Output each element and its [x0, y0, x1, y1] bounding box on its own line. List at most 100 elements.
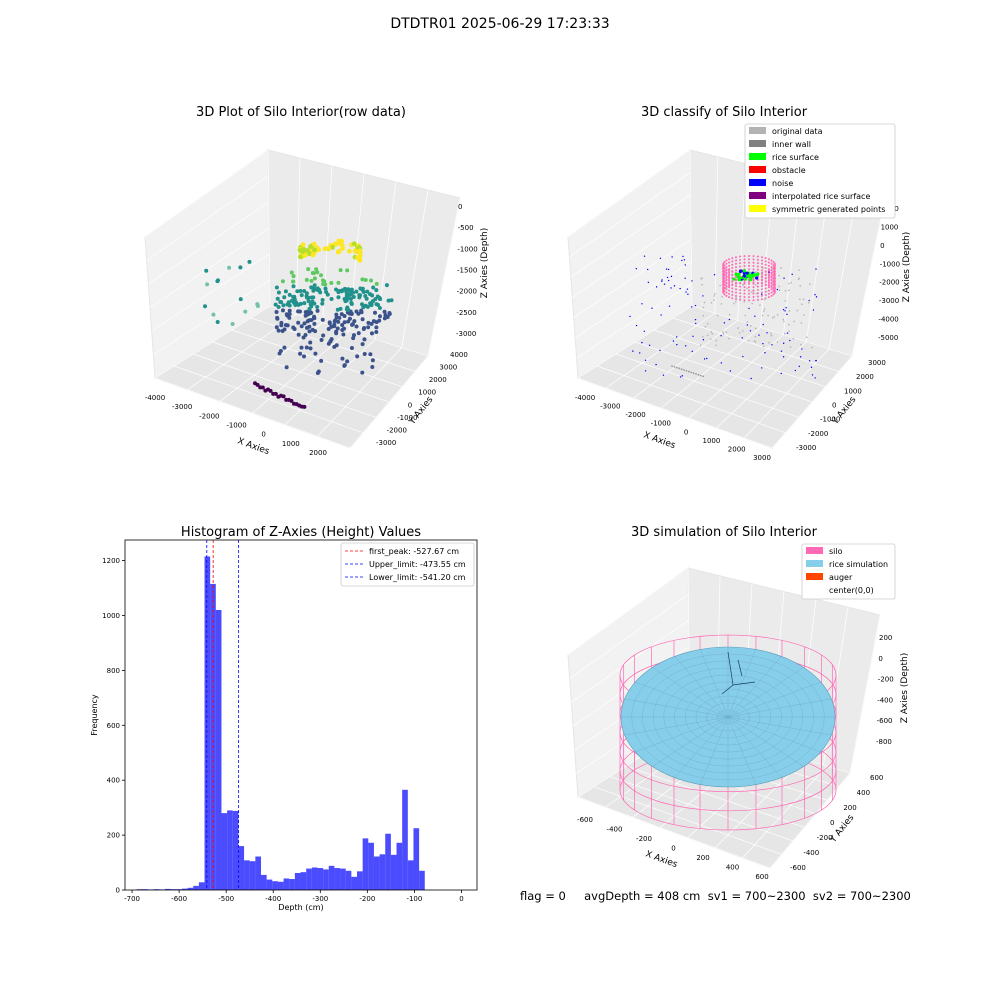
interpolated-point	[728, 264, 731, 267]
rice-mesh-line	[700, 649, 729, 718]
interpolated-point	[772, 273, 775, 276]
interpolated-point	[722, 282, 725, 285]
data-point	[389, 298, 394, 303]
data-point	[293, 303, 298, 308]
interpolated-point	[725, 271, 728, 274]
interpolated-point	[772, 270, 775, 273]
interpolated-point	[731, 270, 734, 273]
interpolated-point	[772, 283, 775, 286]
data-point	[337, 315, 342, 320]
interpolated-point	[731, 290, 734, 293]
data-point	[291, 274, 296, 279]
noise-point	[685, 291, 687, 293]
data-point	[341, 332, 346, 337]
noise-point	[771, 344, 773, 346]
grid-line	[427, 197, 461, 357]
interpolated-point	[770, 279, 773, 282]
data-point	[309, 295, 314, 300]
data-point	[366, 325, 371, 330]
original-point	[767, 314, 769, 317]
interpolated-point	[722, 288, 725, 291]
data-point	[303, 313, 308, 318]
data-point	[312, 247, 317, 253]
data-point	[286, 300, 291, 305]
surface-point	[750, 274, 754, 278]
data-point	[342, 363, 347, 368]
interpolated-point	[756, 255, 759, 258]
z-tick-label: 1000	[881, 223, 899, 231]
noise-point	[648, 344, 651, 347]
grid-line	[153, 279, 270, 355]
data-point	[285, 323, 290, 328]
interpolated-point	[770, 271, 773, 274]
x-tick-label: -2000	[199, 412, 219, 420]
interpolated-point	[723, 270, 726, 273]
data-point	[277, 351, 282, 356]
y-tick-label: 400	[107, 777, 120, 785]
original-point	[811, 346, 813, 349]
grid-line	[634, 341, 813, 403]
original-point	[793, 320, 795, 323]
interpolated-point	[723, 267, 726, 270]
data-point	[357, 295, 362, 300]
data-point	[285, 302, 290, 307]
interpolated-point	[722, 288, 725, 291]
surface-point	[740, 275, 745, 280]
interpolated-point	[756, 272, 759, 275]
noise-point	[761, 293, 763, 295]
data-point	[370, 299, 375, 304]
noise-point	[661, 279, 663, 281]
grid-line	[688, 334, 784, 419]
panel-title: 3D simulation of Silo Interior	[631, 525, 818, 540]
data-point	[280, 279, 285, 284]
data-point	[356, 244, 362, 250]
rice-surface-fill	[620, 646, 836, 788]
noise-point	[782, 309, 785, 311]
original-point	[690, 371, 693, 374]
y-tick-label: 400	[857, 789, 870, 797]
interpolated-point	[772, 276, 775, 279]
data-point	[336, 238, 342, 244]
x-tick-label: 1000	[703, 437, 721, 445]
data-point	[357, 293, 362, 298]
data-point	[309, 285, 314, 290]
interpolated-point	[772, 293, 775, 296]
interpolated-point	[752, 289, 755, 292]
data-point	[311, 286, 316, 291]
rice-mesh-line	[635, 681, 729, 718]
noise-point	[762, 342, 764, 345]
data-point	[300, 242, 306, 248]
noise-point	[780, 372, 782, 375]
data-point	[296, 320, 301, 325]
interpolated-point	[725, 291, 728, 294]
original-point	[746, 321, 748, 323]
original-point	[728, 313, 731, 316]
noise-point	[691, 306, 693, 308]
data-point	[307, 311, 312, 316]
interpolated-point	[756, 279, 759, 282]
data-point	[298, 244, 303, 250]
interpolated-point	[770, 266, 773, 269]
data-point	[311, 295, 316, 300]
legend-label: rice surface	[772, 153, 819, 162]
interpolated-point	[773, 262, 776, 265]
data-point	[299, 404, 304, 409]
surface-point	[752, 273, 756, 278]
data-point	[289, 270, 294, 275]
surface-point	[737, 277, 741, 282]
histogram-bar	[204, 556, 211, 890]
data-point	[374, 302, 379, 307]
data-point	[355, 255, 361, 261]
data-point	[382, 309, 387, 314]
original-point	[695, 373, 697, 375]
data-point	[302, 289, 307, 294]
data-point	[315, 270, 320, 275]
data-point	[332, 324, 337, 329]
original-point	[711, 332, 714, 335]
interpolated-point	[748, 268, 750, 271]
original-point	[692, 372, 695, 375]
interpolated-point	[752, 268, 755, 271]
original-point	[678, 367, 681, 370]
grid-line	[672, 317, 839, 372]
data-point	[350, 290, 355, 295]
